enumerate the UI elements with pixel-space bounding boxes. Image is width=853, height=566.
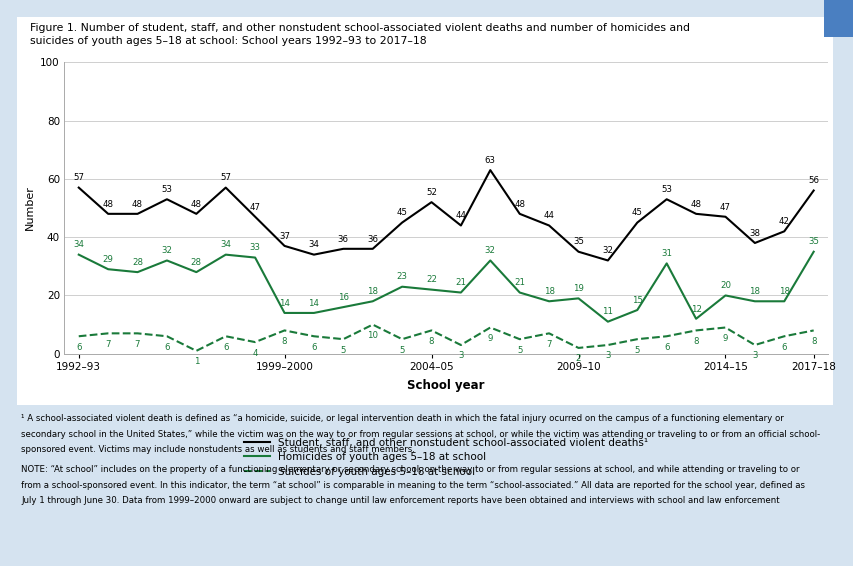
Text: 12: 12 <box>690 305 701 314</box>
Text: 5: 5 <box>340 346 345 354</box>
Text: 6: 6 <box>164 342 170 351</box>
Text: 1: 1 <box>194 357 199 366</box>
Text: 36: 36 <box>367 234 378 243</box>
Text: 6: 6 <box>663 342 669 351</box>
Text: 29: 29 <box>102 255 113 264</box>
Text: 48: 48 <box>514 200 525 209</box>
Text: 7: 7 <box>135 340 140 349</box>
Text: 57: 57 <box>73 173 84 182</box>
Text: 31: 31 <box>660 249 671 258</box>
Text: suicides of youth ages 5–18 at school: School years 1992–93 to 2017–18: suicides of youth ages 5–18 at school: S… <box>30 36 426 46</box>
Text: 28: 28 <box>132 258 142 267</box>
Text: 42: 42 <box>778 217 789 226</box>
Text: 5: 5 <box>516 346 522 354</box>
Text: 21: 21 <box>514 278 525 288</box>
Text: 8: 8 <box>281 337 287 346</box>
Text: 20: 20 <box>719 281 730 290</box>
Text: 3: 3 <box>457 351 463 361</box>
Text: 48: 48 <box>132 200 142 209</box>
X-axis label: School year: School year <box>407 379 485 392</box>
Text: 5: 5 <box>634 346 639 354</box>
Text: NOTE: “At school” includes on the property of a functioning elementary or second: NOTE: “At school” includes on the proper… <box>21 465 799 474</box>
Text: 53: 53 <box>161 185 172 194</box>
Text: 21: 21 <box>455 278 466 288</box>
Text: 16: 16 <box>338 293 348 302</box>
Text: 18: 18 <box>778 287 789 296</box>
Text: 18: 18 <box>367 287 378 296</box>
Text: 45: 45 <box>631 208 642 217</box>
Text: 6: 6 <box>223 342 229 351</box>
Text: 56: 56 <box>807 176 818 185</box>
Text: 2: 2 <box>575 354 581 363</box>
Text: 32: 32 <box>161 246 172 255</box>
Text: 32: 32 <box>601 246 612 255</box>
Text: Figure 1. Number of student, staff, and other nonstudent school-associated viole: Figure 1. Number of student, staff, and … <box>30 23 689 33</box>
Text: 38: 38 <box>749 229 759 238</box>
Text: 8: 8 <box>810 337 815 346</box>
Text: 44: 44 <box>543 211 554 220</box>
Text: 63: 63 <box>485 156 496 165</box>
Text: 19: 19 <box>572 284 583 293</box>
Text: 34: 34 <box>73 241 84 250</box>
Text: 22: 22 <box>426 276 437 284</box>
Text: 32: 32 <box>485 246 496 255</box>
Y-axis label: Number: Number <box>25 186 35 230</box>
Text: 3: 3 <box>751 351 757 361</box>
Text: 10: 10 <box>367 331 378 340</box>
Text: 14: 14 <box>308 299 319 308</box>
Text: 11: 11 <box>601 307 612 316</box>
Text: 33: 33 <box>249 243 260 252</box>
Text: 6: 6 <box>76 342 81 351</box>
Text: 48: 48 <box>190 200 201 209</box>
Text: 18: 18 <box>543 287 554 296</box>
Text: 14: 14 <box>279 299 290 308</box>
Text: July 1 through June 30. Data from 1999–2000 onward are subject to change until l: July 1 through June 30. Data from 1999–2… <box>21 496 779 505</box>
Text: 48: 48 <box>102 200 113 209</box>
Text: 9: 9 <box>487 334 492 343</box>
Text: 37: 37 <box>279 231 290 241</box>
Text: 7: 7 <box>105 340 111 349</box>
Text: 28: 28 <box>190 258 201 267</box>
Text: 35: 35 <box>807 238 818 246</box>
Text: 48: 48 <box>690 200 701 209</box>
Text: 4: 4 <box>252 349 258 358</box>
Text: 57: 57 <box>220 173 231 182</box>
Text: 6: 6 <box>310 342 316 351</box>
Text: 8: 8 <box>693 337 698 346</box>
Text: 3: 3 <box>605 351 610 361</box>
Text: 8: 8 <box>428 337 434 346</box>
Text: 44: 44 <box>455 211 466 220</box>
Text: 9: 9 <box>722 334 728 343</box>
Text: 7: 7 <box>546 340 551 349</box>
Legend: Student, staff, and other nonstudent school-associated violent deaths¹, Homicide: Student, staff, and other nonstudent sch… <box>244 438 647 477</box>
Text: 15: 15 <box>631 296 642 305</box>
Text: 18: 18 <box>749 287 759 296</box>
Text: 6: 6 <box>780 342 786 351</box>
Text: 47: 47 <box>249 203 260 212</box>
Text: 52: 52 <box>426 188 437 197</box>
Text: 45: 45 <box>396 208 407 217</box>
Text: 53: 53 <box>660 185 671 194</box>
Text: 47: 47 <box>719 203 730 212</box>
Text: 5: 5 <box>399 346 404 354</box>
Text: sponsored event. Victims may include nonstudents as well as students and staff m: sponsored event. Victims may include non… <box>21 445 415 454</box>
Text: 35: 35 <box>572 238 583 246</box>
Text: secondary school in the United States,” while the victim was on the way to or fr: secondary school in the United States,” … <box>21 430 820 439</box>
Text: 34: 34 <box>308 241 319 250</box>
Text: 36: 36 <box>338 234 348 243</box>
Text: 23: 23 <box>396 272 407 281</box>
Text: from a school-sponsored event. In this indicator, the term “at school” is compar: from a school-sponsored event. In this i… <box>21 481 804 490</box>
Text: ¹ A school-associated violent death is defined as “a homicide, suicide, or legal: ¹ A school-associated violent death is d… <box>21 414 783 423</box>
Text: 34: 34 <box>220 241 231 250</box>
